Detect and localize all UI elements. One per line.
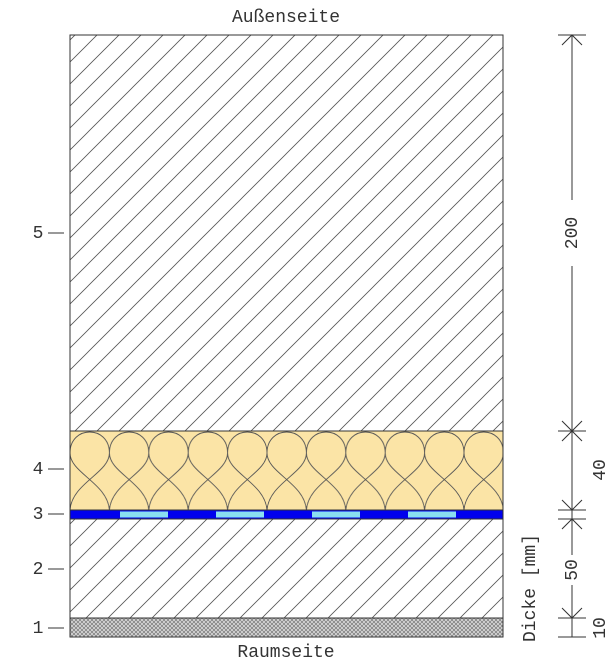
layer-label: 3 bbox=[33, 505, 44, 525]
wall-section bbox=[69, 34, 504, 638]
layer-3 bbox=[70, 510, 503, 519]
layer-2 bbox=[70, 519, 503, 618]
layer-label: 1 bbox=[33, 619, 44, 639]
dimension-line bbox=[558, 34, 586, 638]
layer-label: 4 bbox=[33, 460, 44, 480]
top-label: Außenseite bbox=[232, 8, 340, 28]
axis-label: Dicke [mm] bbox=[521, 534, 541, 642]
dimension-label: 50 bbox=[563, 559, 583, 581]
dimension-label: 200 bbox=[563, 217, 583, 249]
layer-label: 2 bbox=[33, 560, 44, 580]
membrane-segments bbox=[120, 511, 456, 518]
bottom-label: Raumseite bbox=[237, 643, 334, 663]
dimension-label: 10 bbox=[591, 617, 611, 639]
layer-4 bbox=[70, 431, 503, 510]
layer-1 bbox=[70, 618, 503, 637]
layer-label: 5 bbox=[33, 224, 44, 244]
dimension-label: 40 bbox=[591, 459, 611, 481]
layer-5 bbox=[70, 35, 503, 431]
layer-ticks bbox=[48, 232, 64, 629]
